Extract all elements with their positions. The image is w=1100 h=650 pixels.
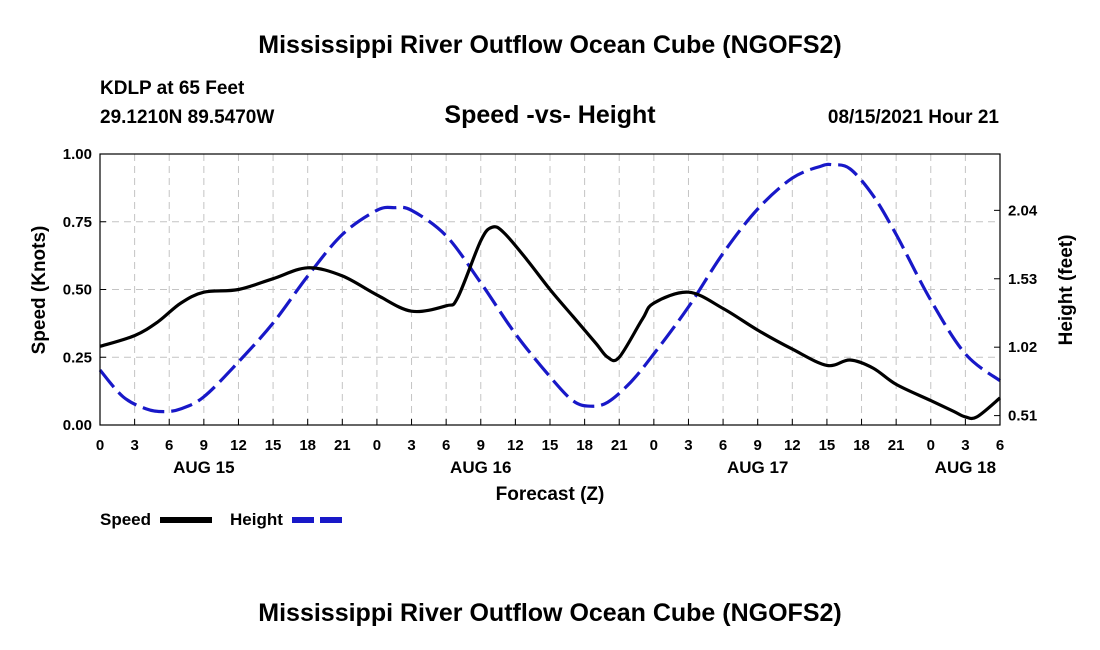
x-tick-label: 0 <box>650 437 658 454</box>
x-tick-label: 9 <box>754 437 762 454</box>
chart-axes: 0 3 6 9 12 15 18 21 0 3 6 9 12 15 18 21 0 3 6 9 12 15 18 21 0 3 6A… <box>63 146 1038 477</box>
station-label: KDLP at 65 Feet <box>100 78 245 99</box>
y-axis-right-title: Height (feet) <box>1056 235 1077 346</box>
x-tick-label: 12 <box>230 437 247 454</box>
y-right-tick-label: 0.51 <box>1008 408 1037 425</box>
x-tick-label: 6 <box>719 437 727 454</box>
x-day-label: AUG 16 <box>450 458 511 477</box>
x-tick-label: 3 <box>130 437 138 454</box>
y-left-tick-label: 0.75 <box>63 214 92 231</box>
x-tick-label: 3 <box>684 437 692 454</box>
y-left-tick-label: 0.50 <box>63 282 92 299</box>
series-line-height <box>98 162 1001 414</box>
page-title: Mississippi River Outflow Ocean Cube (NG… <box>258 31 842 59</box>
x-tick-label: 0 <box>96 437 104 454</box>
x-tick-label: 21 <box>611 437 628 454</box>
x-tick-label: 15 <box>265 437 282 454</box>
x-tick-label: 6 <box>996 437 1004 454</box>
legend-label-height: Height <box>230 510 283 529</box>
y-right-tick-label: 1.02 <box>1008 339 1037 356</box>
x-tick-label: 18 <box>299 437 316 454</box>
legend-label-speed: Speed <box>100 510 151 529</box>
x-tick-label: 21 <box>888 437 905 454</box>
y-left-tick-label: 0.25 <box>63 349 92 366</box>
x-day-label: AUG 17 <box>727 458 788 477</box>
x-axis-title: Forecast (Z) <box>496 484 605 505</box>
x-tick-label: 6 <box>165 437 173 454</box>
y-axis-left-title: Speed (Knots) <box>29 226 50 355</box>
chart-title: Speed -vs- Height <box>444 101 656 129</box>
y-left-tick-label: 0.00 <box>63 417 92 434</box>
x-tick-label: 3 <box>407 437 415 454</box>
station-coordinates: 29.1210N 89.5470W <box>100 107 275 128</box>
x-tick-label: 15 <box>542 437 559 454</box>
y-right-tick-label: 1.53 <box>1008 271 1037 288</box>
x-tick-label: 6 <box>442 437 450 454</box>
series-layer <box>98 162 1002 421</box>
x-tick-label: 18 <box>576 437 593 454</box>
x-tick-label: 12 <box>784 437 801 454</box>
legend: Speed Height <box>100 510 342 529</box>
x-tick-label: 12 <box>507 437 524 454</box>
footer-title: Mississippi River Outflow Ocean Cube (NG… <box>258 599 842 627</box>
x-tick-label: 15 <box>819 437 836 454</box>
chart-grid <box>100 154 1000 425</box>
x-tick-label: 21 <box>334 437 351 454</box>
x-tick-label: 0 <box>927 437 935 454</box>
speed-height-chart: 0 3 6 9 12 15 18 21 0 3 6 9 12 15 18 21 0 3 6 9 12 15 18 21 0 3 6A… <box>29 146 1077 529</box>
series-line-speed <box>99 225 1002 421</box>
x-day-label: AUG 15 <box>173 458 234 477</box>
x-tick-label: 9 <box>200 437 208 454</box>
x-tick-label: 3 <box>961 437 969 454</box>
x-day-label: AUG 18 <box>935 458 996 477</box>
y-right-tick-label: 2.04 <box>1008 202 1038 219</box>
forecast-datetime: 08/15/2021 Hour 21 <box>827 107 999 128</box>
y-left-tick-label: 1.00 <box>63 146 92 163</box>
x-tick-label: 0 <box>373 437 381 454</box>
x-tick-label: 18 <box>853 437 870 454</box>
x-tick-label: 9 <box>477 437 485 454</box>
